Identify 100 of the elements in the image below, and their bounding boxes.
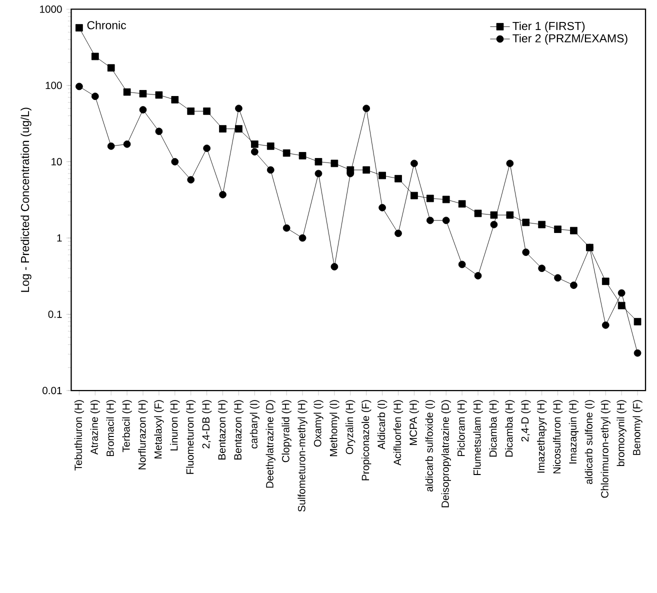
x-tick-label: bromoxynil (H) [616, 400, 626, 466]
x-tick-label: Propiconazole (F) [362, 400, 372, 480]
point [410, 192, 418, 200]
point [426, 194, 434, 202]
point [570, 227, 578, 234]
x-tick-label: Fluometuron (H) [186, 400, 196, 474]
point [187, 108, 195, 116]
point [171, 158, 179, 166]
point [76, 82, 83, 90]
point [107, 64, 115, 72]
point [298, 152, 306, 160]
x-tick-label: Terbacil (H) [122, 400, 132, 452]
point [314, 158, 322, 166]
point [235, 104, 242, 112]
point [490, 212, 498, 219]
x-tick-label: MCPA (H) [409, 400, 420, 446]
x-tick-label: Tebuthiuron (H) [74, 400, 84, 471]
x-tick-label: Clopyralid (H) [282, 400, 292, 462]
point [570, 282, 578, 290]
point [235, 125, 242, 133]
x-tick-label: Oxamyl (I) [314, 400, 324, 447]
point [139, 90, 147, 98]
point [394, 175, 402, 182]
x-tick-label: Methomyl (I) [330, 400, 340, 456]
point [91, 92, 99, 100]
point [474, 272, 482, 280]
point [634, 318, 642, 326]
point [362, 166, 370, 174]
x-tick-label: Acifluorfen (H) [393, 400, 404, 466]
y-tick-label: 10 [52, 158, 62, 166]
point [123, 140, 131, 148]
point [506, 212, 514, 219]
x-tick-label: Imazaquin (H) [568, 400, 579, 464]
point [426, 216, 434, 224]
x-tick-label: Sulfometuron-methyl (H) [298, 400, 308, 512]
point [219, 191, 226, 198]
point [442, 196, 450, 204]
point [251, 148, 258, 156]
x-tick-label: Deethylatrazine (D) [266, 400, 276, 488]
legend-label: Tier 2 (PRZM/EXAMS) [512, 34, 628, 45]
x-tick-label: aldicarb sulfoxide (I) [425, 400, 435, 492]
x-tick-label: 2,4-D (H) [521, 400, 531, 442]
x-tick-label: Bentazon (H) [218, 400, 228, 460]
x-tick-label: Norflurazon (H) [138, 400, 148, 470]
point [330, 160, 338, 168]
point [91, 52, 99, 60]
point [282, 150, 290, 157]
point [266, 166, 274, 174]
point [538, 221, 546, 228]
point [442, 216, 450, 224]
point [123, 88, 131, 96]
point [618, 289, 626, 297]
x-tick-label: Dicamba (H) [505, 400, 515, 457]
x-tick-label: Metalaxyl (F) [154, 400, 164, 459]
point [298, 234, 306, 242]
point [155, 128, 163, 136]
point [203, 108, 210, 116]
point [107, 142, 115, 150]
point [330, 263, 338, 271]
x-tick-label: Deisopropylatrazine (D) [441, 400, 451, 508]
point [155, 91, 163, 99]
point [203, 144, 210, 152]
point [394, 230, 402, 238]
x-tick-label: Picloram (H) [457, 400, 467, 456]
point [410, 160, 418, 168]
point [76, 24, 83, 32]
y-tick-label: 1000 [40, 6, 62, 14]
point [458, 260, 466, 268]
point [618, 302, 626, 310]
x-tick-label: Nicosulfuron (H) [552, 400, 563, 474]
point [554, 274, 562, 282]
point [139, 106, 147, 114]
point [506, 160, 514, 168]
x-tick-label: Chlorimuron-ethyl (H) [600, 400, 610, 498]
point [187, 176, 195, 184]
annotation: Chronic [87, 21, 126, 30]
point [266, 142, 274, 150]
point [602, 322, 610, 329]
point [251, 140, 258, 148]
point [602, 278, 610, 286]
y-tick-label: 0.01 [42, 387, 62, 394]
x-tick-label: Benomyl (F) [632, 400, 642, 456]
y-axis-title: Log - Predicted Concentration (ug/L) [20, 108, 32, 292]
x-tick-label: carbaryl (I) [250, 400, 260, 449]
x-tick-label: Dicamba (H) [489, 400, 499, 457]
y-tick-label: 1 [57, 234, 62, 242]
x-tick-label: Oryzalin (H) [346, 400, 356, 454]
x-tick-label: Flumetsulam (H) [473, 400, 483, 476]
point [314, 170, 322, 178]
x-tick-label: Linuron (H) [170, 400, 180, 450]
x-tick-label: Atrazine (H) [90, 400, 100, 455]
point [634, 350, 642, 357]
legend-label: Tier 1 (FIRST) [512, 22, 585, 32]
point [378, 204, 386, 212]
point [362, 104, 370, 112]
point [474, 210, 482, 218]
point [378, 172, 386, 180]
point [171, 96, 179, 104]
point [490, 221, 498, 228]
point [538, 264, 546, 272]
